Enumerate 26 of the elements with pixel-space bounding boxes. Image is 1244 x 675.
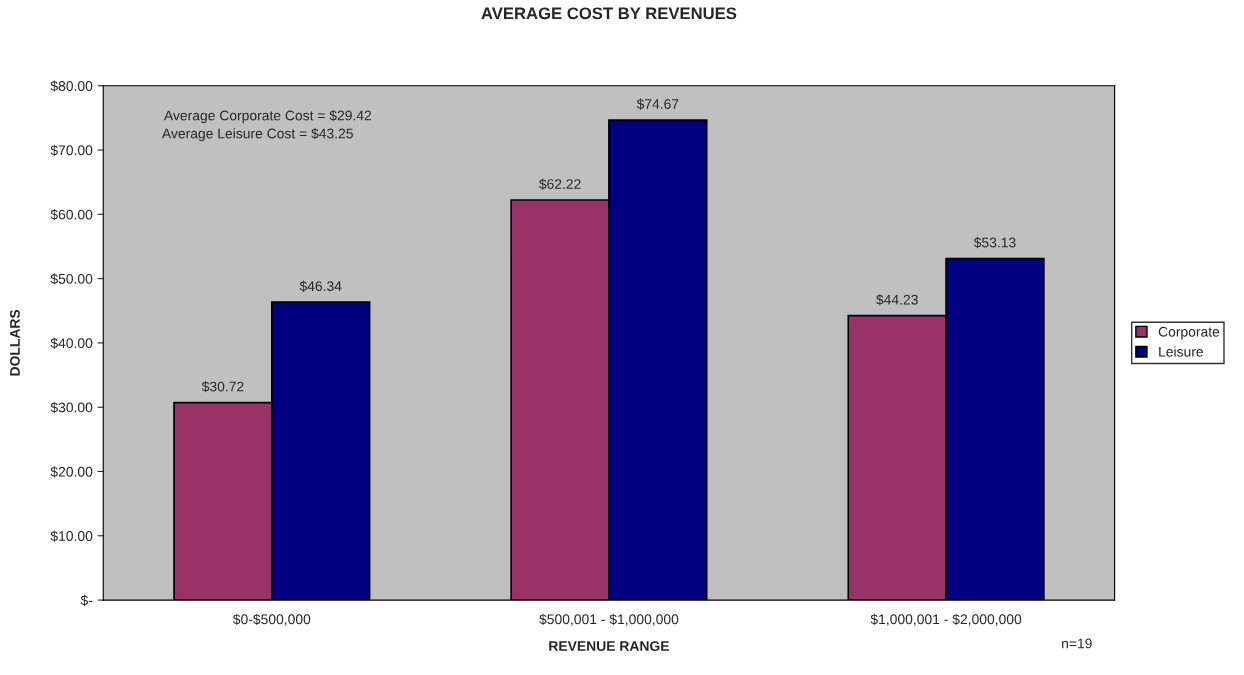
y-tick-label: $-	[80, 594, 93, 607]
y-tick-label: $30.00	[50, 401, 93, 414]
x-tick-label: $0-$500,000	[232, 613, 311, 626]
y-tick-label: $70.00	[50, 144, 93, 157]
data-label: $30.72	[201, 381, 244, 393]
x-axis-title: REVENUE RANGE	[549, 641, 669, 651]
legend-label: Leisure	[1159, 346, 1204, 357]
x-tick-label: $500,001 - $1,000,000	[539, 613, 679, 626]
data-label: $53.13	[973, 236, 1016, 249]
x-tick-label: $1,000,001 - $2,000,000	[870, 613, 1022, 626]
y-tick-label: $60.00	[50, 209, 93, 221]
y-tick-label: $80.00	[50, 80, 93, 92]
legend-label: Corporate	[1158, 326, 1220, 340]
y-tick-label: $40.00	[50, 337, 93, 349]
data-label: $46.34	[299, 280, 342, 292]
text: n=19	[1062, 638, 1092, 649]
data-label: $62.22	[538, 178, 581, 190]
y-axis-title: DOLLARS	[10, 309, 20, 376]
y-tick-label: $20.00	[50, 466, 93, 478]
chart-title: AVERAGE COST BY REVENUES	[481, 7, 737, 20]
annotation: Average Corporate Cost = $29.42	[163, 110, 372, 124]
data-label: $44.23	[876, 294, 918, 306]
y-tick-label: $10.00	[50, 530, 93, 542]
data-label: $74.67	[636, 98, 679, 110]
y-tick-label: $50.00	[50, 273, 93, 285]
annotation: Average Leisure Cost = $43.25	[161, 128, 353, 142]
